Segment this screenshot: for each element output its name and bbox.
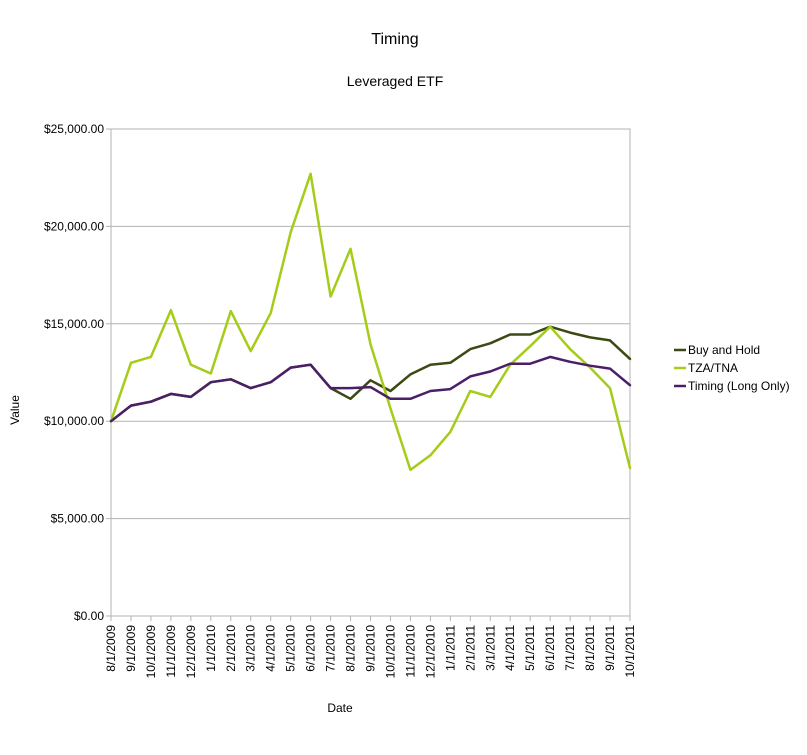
x-tick-label: 5/1/2010 — [284, 625, 298, 672]
x-axis-label: Date — [327, 701, 353, 715]
chart-title: Timing — [371, 31, 418, 48]
x-tick-label: 4/1/2010 — [264, 625, 278, 672]
y-tick-label: $25,000.00 — [44, 122, 104, 136]
y-tick-label: $20,000.00 — [44, 219, 104, 233]
legend-label: Buy and Hold — [688, 343, 760, 357]
x-tick-label: 3/1/2010 — [244, 625, 258, 672]
x-tick-label: 11/1/2009 — [164, 625, 178, 678]
legend-label: TZA/TNA — [688, 361, 738, 375]
x-tick-label: 5/1/2011 — [523, 625, 537, 671]
x-tick-label: 12/1/2010 — [423, 625, 437, 679]
y-axis-label: Value — [8, 395, 22, 425]
x-tick-label: 7/1/2011 — [563, 625, 577, 671]
x-tick-label: 10/1/2011 — [623, 625, 637, 678]
series-line-2 — [109, 172, 632, 472]
x-tick-label: 11/1/2010 — [403, 625, 417, 678]
x-tick-label: 9/1/2011 — [603, 625, 617, 671]
x-tick-label: 6/1/2010 — [304, 625, 318, 672]
x-tick-label: 3/1/2011 — [483, 625, 497, 671]
x-tick-label: 8/1/2011 — [583, 625, 597, 671]
y-tick-label: $0.00 — [74, 609, 104, 623]
x-tick-label: 9/1/2010 — [364, 625, 378, 672]
x-tick-label: 1/1/2011 — [443, 625, 457, 671]
y-tick-label: $15,000.00 — [44, 317, 104, 331]
legend: Buy and Hold TZA/TNA Timing (Long Only) — [674, 343, 790, 393]
plot-area: $0.00 $5,000.00 $10,000.00 $15,000.00 $20,00… — [44, 122, 637, 678]
plot-frame — [110, 128, 631, 617]
chart-subtitle: Leveraged ETF — [347, 73, 444, 89]
y-tick-label: $5,000.00 — [51, 512, 105, 526]
y-tick-label: $10,000.00 — [44, 414, 104, 428]
x-tick-label: 10/1/2010 — [383, 625, 397, 679]
x-tick-label: 6/1/2011 — [543, 625, 557, 671]
x-tick-label: 2/1/2010 — [224, 625, 238, 672]
x-tick-label: 8/1/2010 — [344, 625, 358, 672]
legend-label: Timing (Long Only) — [688, 379, 790, 393]
x-tick-label: 8/1/2009 — [104, 625, 118, 672]
x-tick-label: 4/1/2011 — [503, 625, 517, 671]
x-tick-label: 12/1/2009 — [184, 625, 198, 679]
x-tick-label: 9/1/2009 — [124, 625, 138, 672]
x-tick-label: 7/1/2010 — [324, 625, 338, 672]
series-line-3 — [109, 355, 632, 423]
x-tick-label: 10/1/2009 — [144, 625, 158, 679]
x-tick-label: 1/1/2010 — [204, 625, 218, 672]
x-tick-label: 2/1/2011 — [463, 625, 477, 671]
